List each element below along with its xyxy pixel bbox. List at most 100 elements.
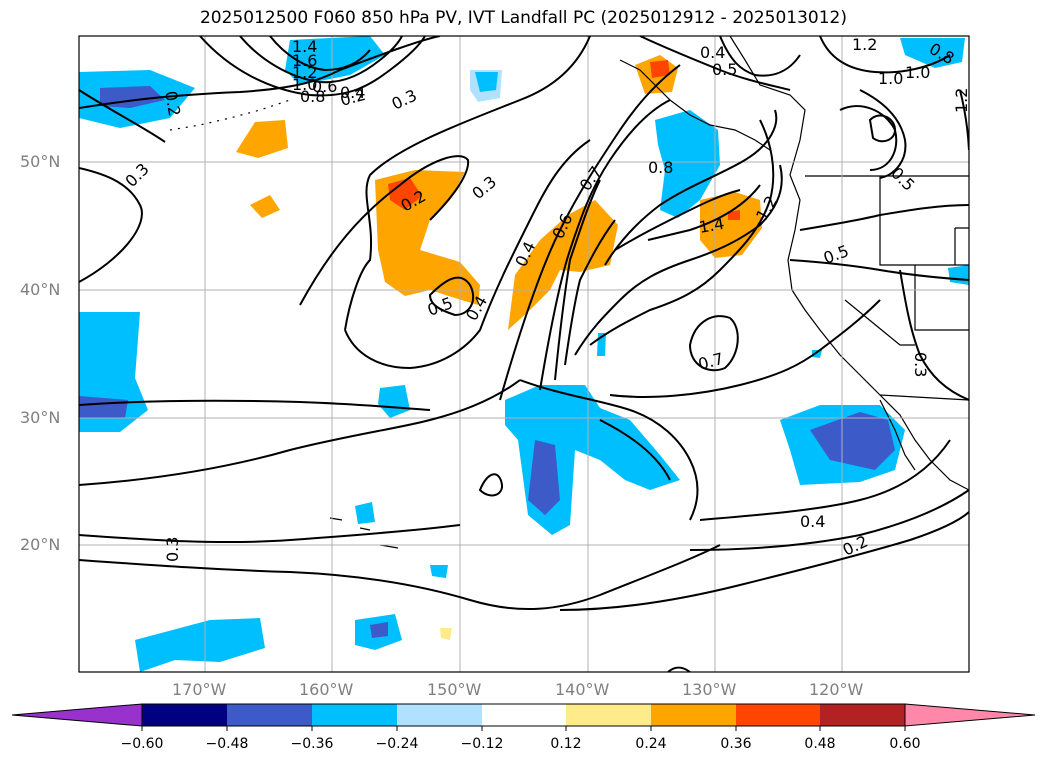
strong-negative-pv-patch bbox=[810, 412, 895, 470]
contour-line bbox=[199, 36, 426, 97]
colorbar-segment bbox=[820, 704, 905, 726]
contour-line bbox=[639, 36, 791, 91]
negative-pv-patch bbox=[812, 350, 822, 358]
contour-line bbox=[79, 524, 461, 544]
negative-pv-patch bbox=[475, 72, 498, 92]
negative-pv-patch bbox=[900, 38, 965, 68]
colorbar-segment bbox=[651, 704, 736, 726]
contour-label: 0.8 bbox=[648, 158, 673, 177]
colorbar-tick-label: −0.48 bbox=[205, 736, 249, 752]
contour-line bbox=[269, 36, 371, 72]
colorbar-tick-label: −0.36 bbox=[290, 736, 334, 752]
contour-line bbox=[554, 179, 601, 381]
contour-line bbox=[868, 114, 897, 143]
negative-pv-patch bbox=[135, 618, 265, 672]
colorbar-segment bbox=[312, 704, 397, 726]
shading-layer bbox=[79, 36, 969, 672]
negative-pv-patch bbox=[505, 385, 680, 535]
map-frame bbox=[78, 35, 970, 673]
contour-line bbox=[647, 184, 761, 241]
contour-line bbox=[344, 36, 591, 331]
lon-label: 170°W bbox=[172, 680, 227, 699]
lon-label: 130°W bbox=[682, 680, 737, 699]
lon-label: 120°W bbox=[809, 680, 864, 699]
contour-label: 1.0 bbox=[878, 69, 903, 88]
contour-line bbox=[79, 89, 166, 143]
contour-line bbox=[699, 439, 951, 521]
strong-positive-pv-patch bbox=[650, 60, 670, 78]
contour-line bbox=[667, 666, 691, 672]
contour-line bbox=[79, 36, 441, 109]
strong-positive-pv-patch bbox=[388, 178, 422, 210]
contour-label: 0.3 bbox=[911, 352, 930, 377]
baja-coast bbox=[879, 399, 916, 471]
contour-label: 0.3 bbox=[389, 86, 420, 114]
colorbar-tick-label: 0.36 bbox=[720, 736, 752, 752]
colorbar-segment bbox=[736, 704, 820, 726]
colorbar bbox=[11, 703, 1036, 731]
state-boundary bbox=[879, 176, 969, 266]
alaska-coast bbox=[619, 59, 771, 151]
lon-label: 140°W bbox=[555, 680, 610, 699]
contour-line bbox=[344, 139, 591, 370]
colorbar-segment bbox=[566, 704, 651, 726]
contour-line bbox=[609, 299, 881, 398]
colorbar-tick-label: 0.12 bbox=[550, 736, 582, 752]
state-boundary bbox=[914, 265, 969, 331]
colorbar-tick-label: 0.48 bbox=[804, 736, 836, 752]
contour-line bbox=[539, 99, 671, 391]
contour-line bbox=[599, 419, 671, 481]
contour-label: 1.2 bbox=[852, 35, 877, 54]
contour-label: 1.6 bbox=[292, 51, 317, 70]
negative-pv-patch bbox=[378, 385, 410, 418]
positive-pv-patch bbox=[236, 120, 288, 158]
colorbar-segment bbox=[482, 704, 566, 726]
contour-line bbox=[519, 379, 699, 521]
contour-line bbox=[239, 36, 403, 84]
contour-line bbox=[478, 473, 504, 497]
contour-line bbox=[299, 155, 470, 306]
contour-line bbox=[499, 64, 681, 401]
contour-line bbox=[614, 189, 741, 251]
contour-line bbox=[79, 399, 431, 411]
strong-positive-pv-patch bbox=[728, 210, 740, 220]
colorbar-tick-label: −0.60 bbox=[120, 736, 164, 752]
contour-label: 1.0 bbox=[292, 75, 317, 94]
contour-label: 0.8 bbox=[300, 87, 325, 106]
colorbar-tick-label: 0.60 bbox=[889, 736, 921, 752]
contour-line bbox=[79, 379, 521, 486]
contour-layer bbox=[79, 36, 969, 672]
contour-line bbox=[899, 269, 969, 401]
light-positive-pv-patch bbox=[440, 628, 452, 640]
contour-line bbox=[559, 511, 969, 611]
lat-label: 50°N bbox=[20, 152, 61, 171]
contour-line bbox=[564, 219, 616, 366]
contour-label: 1.4 bbox=[697, 214, 725, 237]
contour-label: 0.5 bbox=[821, 241, 851, 268]
contour-label: 0.6 bbox=[312, 77, 337, 96]
colorbar-tick-label: −0.12 bbox=[460, 736, 504, 752]
positive-pv-patch bbox=[508, 200, 618, 330]
negative-pv-patch bbox=[948, 265, 969, 285]
strong-negative-pv-patch bbox=[528, 440, 560, 515]
contour-line bbox=[799, 204, 969, 231]
lon-label: 150°W bbox=[427, 680, 482, 699]
contour-label: 0.4 bbox=[340, 83, 365, 102]
colorbar-extend-low bbox=[11, 703, 143, 727]
contour-label: 0.5 bbox=[712, 60, 737, 79]
contour-line bbox=[719, 36, 801, 77]
contour-line bbox=[859, 89, 907, 179]
contour-line bbox=[688, 315, 739, 372]
contour-line bbox=[789, 259, 969, 281]
contour-label: 0.3 bbox=[468, 172, 500, 203]
mexico-border bbox=[879, 394, 969, 401]
lon-label: 160°W bbox=[299, 680, 354, 699]
strong-negative-pv-patch bbox=[370, 622, 388, 638]
contour-line bbox=[689, 489, 969, 551]
negative-pv-patch bbox=[285, 36, 385, 85]
graticule bbox=[79, 36, 969, 672]
contour-label: 1.2 bbox=[952, 88, 971, 113]
contour-label: 0.3 bbox=[163, 537, 182, 562]
lat-label: 30°N bbox=[20, 408, 61, 427]
negative-pv-patch bbox=[355, 502, 375, 524]
